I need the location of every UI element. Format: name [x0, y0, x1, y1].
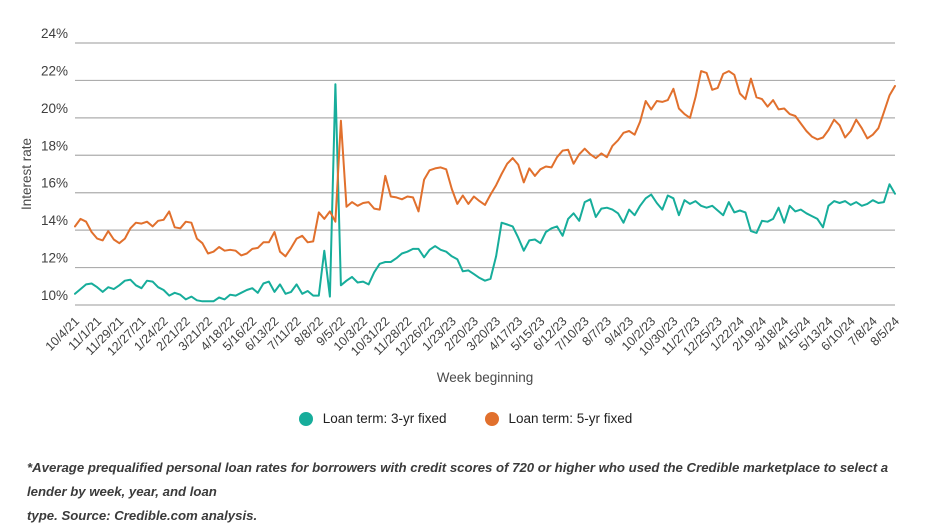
- legend-label-5yr: Loan term: 5-yr fixed: [508, 411, 633, 426]
- y-tick-label-18: 18%: [41, 138, 68, 153]
- y-axis-title: Interest rate: [19, 138, 34, 210]
- x-axis-title: Week beginning: [437, 370, 534, 385]
- legend-dot-5yr-icon: [484, 411, 499, 426]
- series-line-3yr-fixed: [74, 83, 896, 303]
- y-tick-label-16: 16%: [41, 176, 68, 191]
- legend-item-5yr-fixed: Loan term: 5-yr fixed: [484, 411, 633, 426]
- footnote-line-1: *Average prequalified personal loan rate…: [27, 460, 889, 499]
- legend-item-3yr-fixed: Loan term: 3-yr fixed: [298, 411, 447, 426]
- legend: Loan term: 3-yr fixed Loan term: 5-yr fi…: [0, 411, 931, 426]
- y-tick-label-14: 14%: [41, 213, 68, 228]
- series-line-5yr-fixed: [74, 70, 896, 258]
- legend-dot-3yr-icon: [298, 411, 313, 426]
- y-tick-label-10: 10%: [41, 288, 68, 303]
- y-tick-label-22: 22%: [41, 63, 68, 78]
- loan-rates-chart: 10%12%14%16%18%20%22%24%Interest rate10/…: [19, 26, 902, 385]
- legend-label-3yr: Loan term: 3-yr fixed: [322, 411, 447, 426]
- footnote: *Average prequalified personal loan rate…: [27, 456, 907, 527]
- footnote-line-2: type. Source: Credible.com analysis.: [27, 507, 258, 523]
- y-tick-label-20: 20%: [41, 101, 68, 116]
- y-tick-label-24: 24%: [41, 26, 68, 41]
- y-tick-label-12: 12%: [41, 251, 68, 266]
